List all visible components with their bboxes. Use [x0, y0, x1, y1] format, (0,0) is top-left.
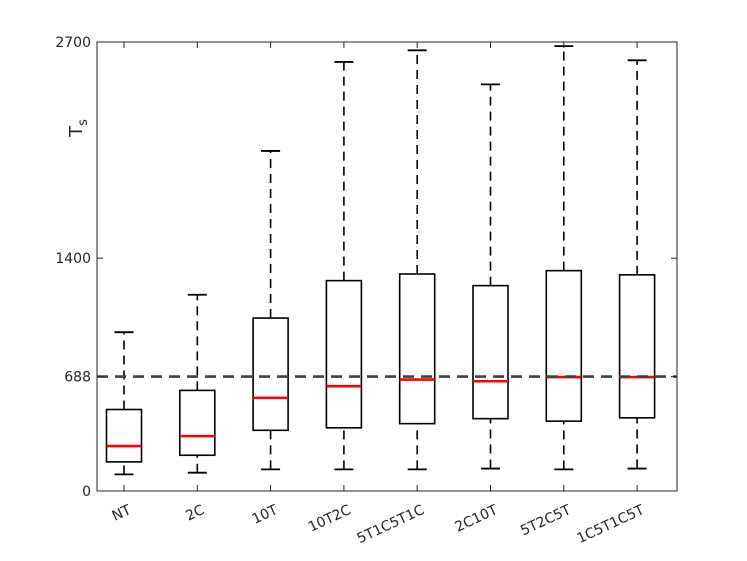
box-group-2C	[179, 293, 216, 474]
boxes-layer	[105, 45, 656, 476]
y-tick-label: 0	[82, 484, 91, 500]
y-tick-label: 688	[64, 370, 91, 386]
box-iqr	[618, 274, 656, 419]
box-group-10T	[252, 150, 289, 471]
x-tick-label: 5T1C5T1C	[355, 502, 427, 547]
y-tick-label: 2700	[55, 35, 91, 51]
x-tick-label: 5T2C5T	[518, 502, 574, 539]
y-axis: 0 688 1400 2700	[55, 35, 677, 500]
box-iqr	[325, 279, 363, 429]
y-axis-label: Ts	[66, 119, 91, 138]
x-tick-label: NT	[110, 502, 134, 525]
box-iqr	[398, 273, 436, 425]
box-iqr	[105, 408, 143, 463]
box-group-2C10T	[472, 83, 509, 470]
x-tick-label: 2C	[183, 502, 207, 524]
x-tick-label: 2C10T	[453, 502, 501, 536]
box-iqr	[179, 389, 216, 457]
y-axis-label-subscript: s	[76, 119, 91, 126]
box-group-10T2C	[325, 61, 363, 471]
x-tick-label: 1C5T1C5T	[575, 502, 648, 547]
box-iqr	[472, 284, 509, 420]
box-iqr	[545, 269, 583, 422]
box-iqr	[252, 317, 289, 432]
x-tick-label: 10T	[250, 502, 281, 528]
y-tick-label: 1400	[55, 251, 91, 267]
x-tick-label: 10T2C	[306, 502, 354, 536]
box-group-NT	[105, 331, 143, 476]
box-group-5T1C5T1C	[398, 49, 436, 471]
plot-area	[96, 41, 678, 492]
